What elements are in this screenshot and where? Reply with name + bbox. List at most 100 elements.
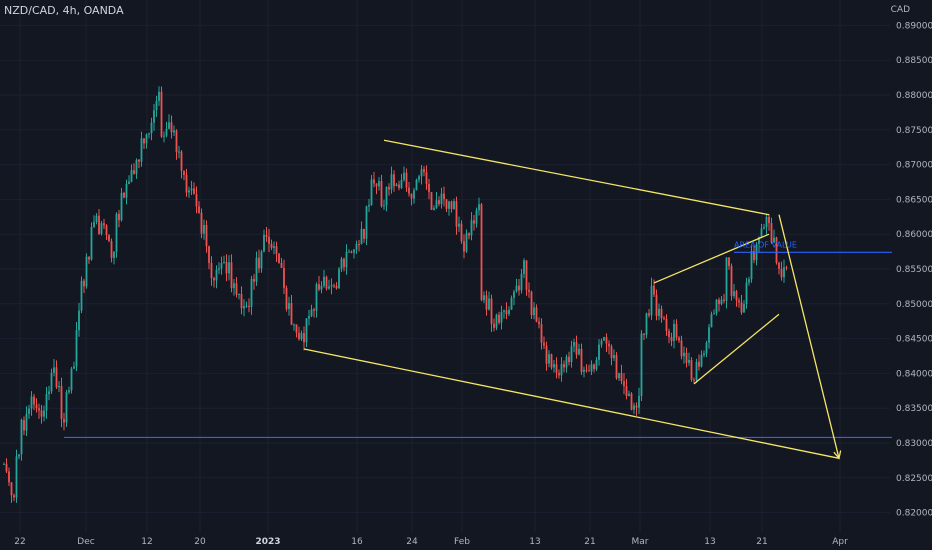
candle-body[interactable]: [445, 199, 448, 209]
candle-body[interactable]: [240, 294, 243, 309]
candle-body[interactable]: [53, 367, 55, 373]
candle-body[interactable]: [345, 251, 348, 268]
candle-body[interactable]: [728, 257, 730, 266]
candle-body[interactable]: [618, 373, 620, 379]
candle-body[interactable]: [750, 251, 753, 280]
candle-body[interactable]: [548, 354, 550, 364]
candle-body[interactable]: [733, 291, 735, 296]
candle-body[interactable]: [453, 201, 455, 210]
candle-body[interactable]: [615, 355, 618, 379]
candle-body[interactable]: [780, 268, 783, 278]
candle-body[interactable]: [128, 181, 130, 185]
candle-body[interactable]: [395, 184, 398, 187]
candle-body[interactable]: [203, 225, 205, 234]
trendline[interactable]: [778, 214, 840, 459]
candle-body[interactable]: [465, 233, 468, 252]
candle-body[interactable]: [525, 260, 528, 290]
candle-body[interactable]: [505, 310, 508, 315]
candle-body[interactable]: [743, 303, 745, 313]
candle-body[interactable]: [785, 267, 788, 269]
candle-body[interactable]: [260, 251, 263, 269]
candle-body[interactable]: [605, 337, 608, 344]
candle-body[interactable]: [473, 220, 475, 224]
candle-body[interactable]: [408, 187, 410, 194]
candle-body[interactable]: [543, 342, 545, 346]
candle-body[interactable]: [568, 356, 570, 363]
candle-body[interactable]: [553, 364, 555, 368]
candle-body[interactable]: [633, 405, 635, 410]
candle-body[interactable]: [645, 313, 648, 335]
candle-body[interactable]: [220, 263, 223, 269]
candle-body[interactable]: [370, 179, 373, 205]
candle-body[interactable]: [768, 216, 770, 224]
candle-body[interactable]: [93, 221, 95, 227]
candle-body[interactable]: [523, 260, 525, 274]
candle-body[interactable]: [393, 174, 395, 187]
candle-body[interactable]: [228, 262, 230, 274]
candle-body[interactable]: [323, 276, 325, 286]
candle-body[interactable]: [593, 364, 595, 370]
candle-body[interactable]: [503, 310, 505, 312]
candle-body[interactable]: [210, 263, 213, 279]
candle-body[interactable]: [138, 159, 140, 162]
candle-body[interactable]: [475, 210, 478, 224]
candle-body[interactable]: [378, 181, 380, 187]
candle-body[interactable]: [363, 228, 365, 239]
candle-body[interactable]: [640, 333, 643, 396]
candle-body[interactable]: [335, 285, 338, 289]
candle-body[interactable]: [385, 187, 388, 206]
horizontal-levels[interactable]: [64, 251, 892, 439]
candle-body[interactable]: [508, 309, 510, 315]
candle-body[interactable]: [500, 311, 503, 323]
candle-body[interactable]: [565, 356, 568, 368]
candle-body[interactable]: [158, 91, 160, 101]
candle-body[interactable]: [233, 283, 235, 289]
candle-body[interactable]: [178, 151, 180, 153]
candle-body[interactable]: [3, 463, 5, 465]
candle-body[interactable]: [70, 368, 73, 391]
candle-body[interactable]: [638, 395, 640, 408]
candle-body[interactable]: [353, 249, 355, 253]
candle-body[interactable]: [170, 122, 173, 133]
candle-body[interactable]: [535, 307, 538, 322]
candle-body[interactable]: [650, 285, 653, 316]
candle-body[interactable]: [695, 361, 698, 381]
candle-body[interactable]: [328, 286, 330, 289]
candle-body[interactable]: [303, 333, 305, 343]
candle-body[interactable]: [50, 372, 53, 392]
candle-body[interactable]: [540, 324, 543, 343]
candle-body[interactable]: [155, 100, 158, 111]
candle-body[interactable]: [773, 237, 775, 243]
candle-body[interactable]: [310, 309, 313, 316]
candle-body[interactable]: [705, 342, 708, 354]
candle-body[interactable]: [380, 181, 383, 207]
candle-body[interactable]: [595, 359, 598, 370]
candle-body[interactable]: [173, 130, 175, 133]
candle-body[interactable]: [135, 159, 138, 174]
candle-body[interactable]: [498, 314, 500, 323]
candle-body[interactable]: [198, 206, 200, 213]
candle-body[interactable]: [683, 352, 685, 357]
candle-body[interactable]: [438, 200, 440, 204]
candle-body[interactable]: [653, 285, 655, 295]
candle-body[interactable]: [450, 201, 453, 210]
trendline[interactable]: [693, 313, 780, 385]
candle-body[interactable]: [643, 333, 645, 335]
candle-body[interactable]: [163, 135, 165, 137]
candle-body[interactable]: [300, 333, 303, 340]
candle-body[interactable]: [238, 294, 240, 296]
candle-body[interactable]: [680, 340, 683, 357]
candle-body[interactable]: [165, 128, 168, 136]
candle-body[interactable]: [668, 331, 670, 337]
candle-body[interactable]: [65, 392, 68, 423]
candle-body[interactable]: [448, 201, 450, 209]
trendline[interactable]: [383, 139, 770, 216]
candle-body[interactable]: [740, 302, 743, 313]
candle-body[interactable]: [365, 206, 368, 239]
candle-body[interactable]: [13, 495, 15, 498]
candle-body[interactable]: [248, 305, 250, 307]
candle-body[interactable]: [108, 235, 110, 242]
candle-body[interactable]: [85, 256, 88, 287]
candle-body[interactable]: [590, 364, 593, 372]
candle-body[interactable]: [175, 130, 178, 153]
